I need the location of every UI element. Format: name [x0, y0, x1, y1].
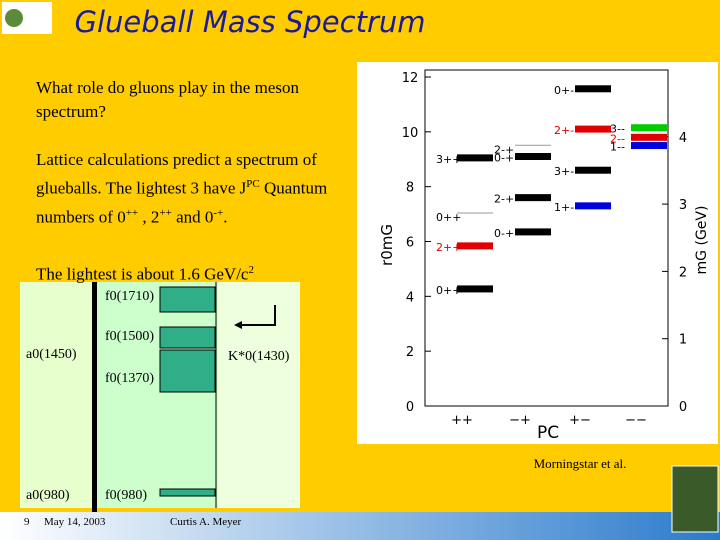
y2-tick-label: 0 [679, 400, 687, 415]
level [631, 142, 667, 150]
y2-axis-label: mG (GeV) [694, 206, 710, 275]
text: and 0 [171, 207, 214, 227]
diagram-left [20, 282, 95, 508]
level [575, 166, 611, 174]
y2-tick-label: 3 [679, 198, 687, 213]
superscript: 2 [248, 264, 254, 276]
level-label: 2++ [436, 241, 461, 254]
state-label: K*0(1430) [228, 349, 290, 364]
x-axis-label: PC [537, 423, 559, 443]
arrowhead [234, 321, 242, 329]
y-tick-label: 2 [406, 345, 414, 360]
text: . [223, 207, 228, 227]
y-tick-label: 8 [406, 181, 414, 196]
plot-bg [357, 62, 718, 444]
level [515, 153, 551, 161]
level [575, 125, 611, 133]
level [631, 133, 667, 141]
date: May 14, 2003 [44, 516, 106, 528]
level [575, 202, 611, 210]
level [575, 85, 611, 93]
level [457, 242, 493, 250]
superscript: ++ [125, 206, 139, 219]
level-label: 2-+ [494, 143, 514, 156]
column-label: −+ [509, 413, 531, 428]
state-box [159, 488, 216, 497]
y-tick-label: 6 [406, 236, 414, 251]
level-label: 0-+ [494, 227, 514, 240]
footer-bar [0, 512, 720, 540]
text: , 2 [138, 207, 160, 227]
level [457, 212, 493, 214]
text: Quantum numbers of 0 [36, 178, 328, 227]
level-label: 3-- [610, 123, 625, 136]
page-number: 9 [24, 516, 30, 528]
lattice-text: Lattice calculations predict a spectrum … [36, 148, 351, 229]
state-box [159, 349, 216, 393]
state-label: f0(1500) [105, 329, 154, 344]
question: What role do gluons play in the meson sp… [36, 78, 299, 121]
y-tick-label: 10 [402, 126, 419, 141]
author: Curtis A. Meyer [170, 516, 242, 528]
superscript: -+ [213, 206, 224, 219]
level-label: 0++ [436, 284, 461, 297]
level [515, 144, 551, 146]
text: The lightest is about 1.6 GeV/c [36, 264, 249, 284]
y2-tick-label: 4 [679, 131, 687, 146]
level-label: 2-+ [494, 193, 514, 206]
state-label: f0(1710) [105, 289, 154, 304]
divider [92, 282, 97, 512]
y-tick-label: 12 [402, 71, 419, 86]
level-label: 1-- [610, 141, 625, 154]
superscript: PC [246, 178, 260, 190]
level-label: 0++ [436, 211, 461, 224]
y-tick-label: 0 [406, 400, 414, 415]
y-axis-label: r0mG [378, 224, 396, 266]
title: Glueball Mass Spectrum [74, 5, 425, 39]
y-tick-label: 4 [406, 290, 414, 305]
state-label: f0(1370) [105, 371, 154, 386]
superscript: ++ [159, 206, 172, 219]
level [515, 228, 551, 236]
level-label: 2-- [610, 132, 625, 145]
state-box [159, 326, 216, 349]
level-label: 0+- [554, 84, 574, 97]
column-label: ++ [451, 413, 473, 428]
y2-tick-label: 2 [679, 265, 687, 280]
level [457, 154, 493, 162]
level [457, 285, 493, 293]
state-box [159, 286, 216, 313]
column-label: +− [569, 413, 591, 428]
logo [671, 465, 719, 533]
logo-mark [5, 9, 23, 27]
y2-tick-label: 1 [679, 333, 687, 348]
diagram-right [218, 282, 300, 508]
credit: Morningstar et al. [534, 456, 627, 471]
level [631, 124, 667, 132]
state-label: a0(980) [26, 488, 70, 503]
text: Lattice calculations predict a spectrum … [36, 150, 317, 198]
level-label: 1+- [554, 201, 574, 214]
plot-frame [424, 69, 669, 407]
level-label: 0-+ [494, 152, 514, 165]
level [515, 194, 551, 202]
arrow [238, 305, 276, 326]
level-label: 2+- [554, 124, 574, 137]
state-label: a0(1450) [26, 347, 77, 362]
lightest-text: The lightest is about 1.6 GeV/c2 [36, 258, 356, 287]
column-label: −− [625, 413, 647, 428]
level-label: 3++ [436, 153, 461, 166]
level-label: 3+- [554, 165, 574, 178]
state-label: f0(980) [105, 488, 147, 503]
